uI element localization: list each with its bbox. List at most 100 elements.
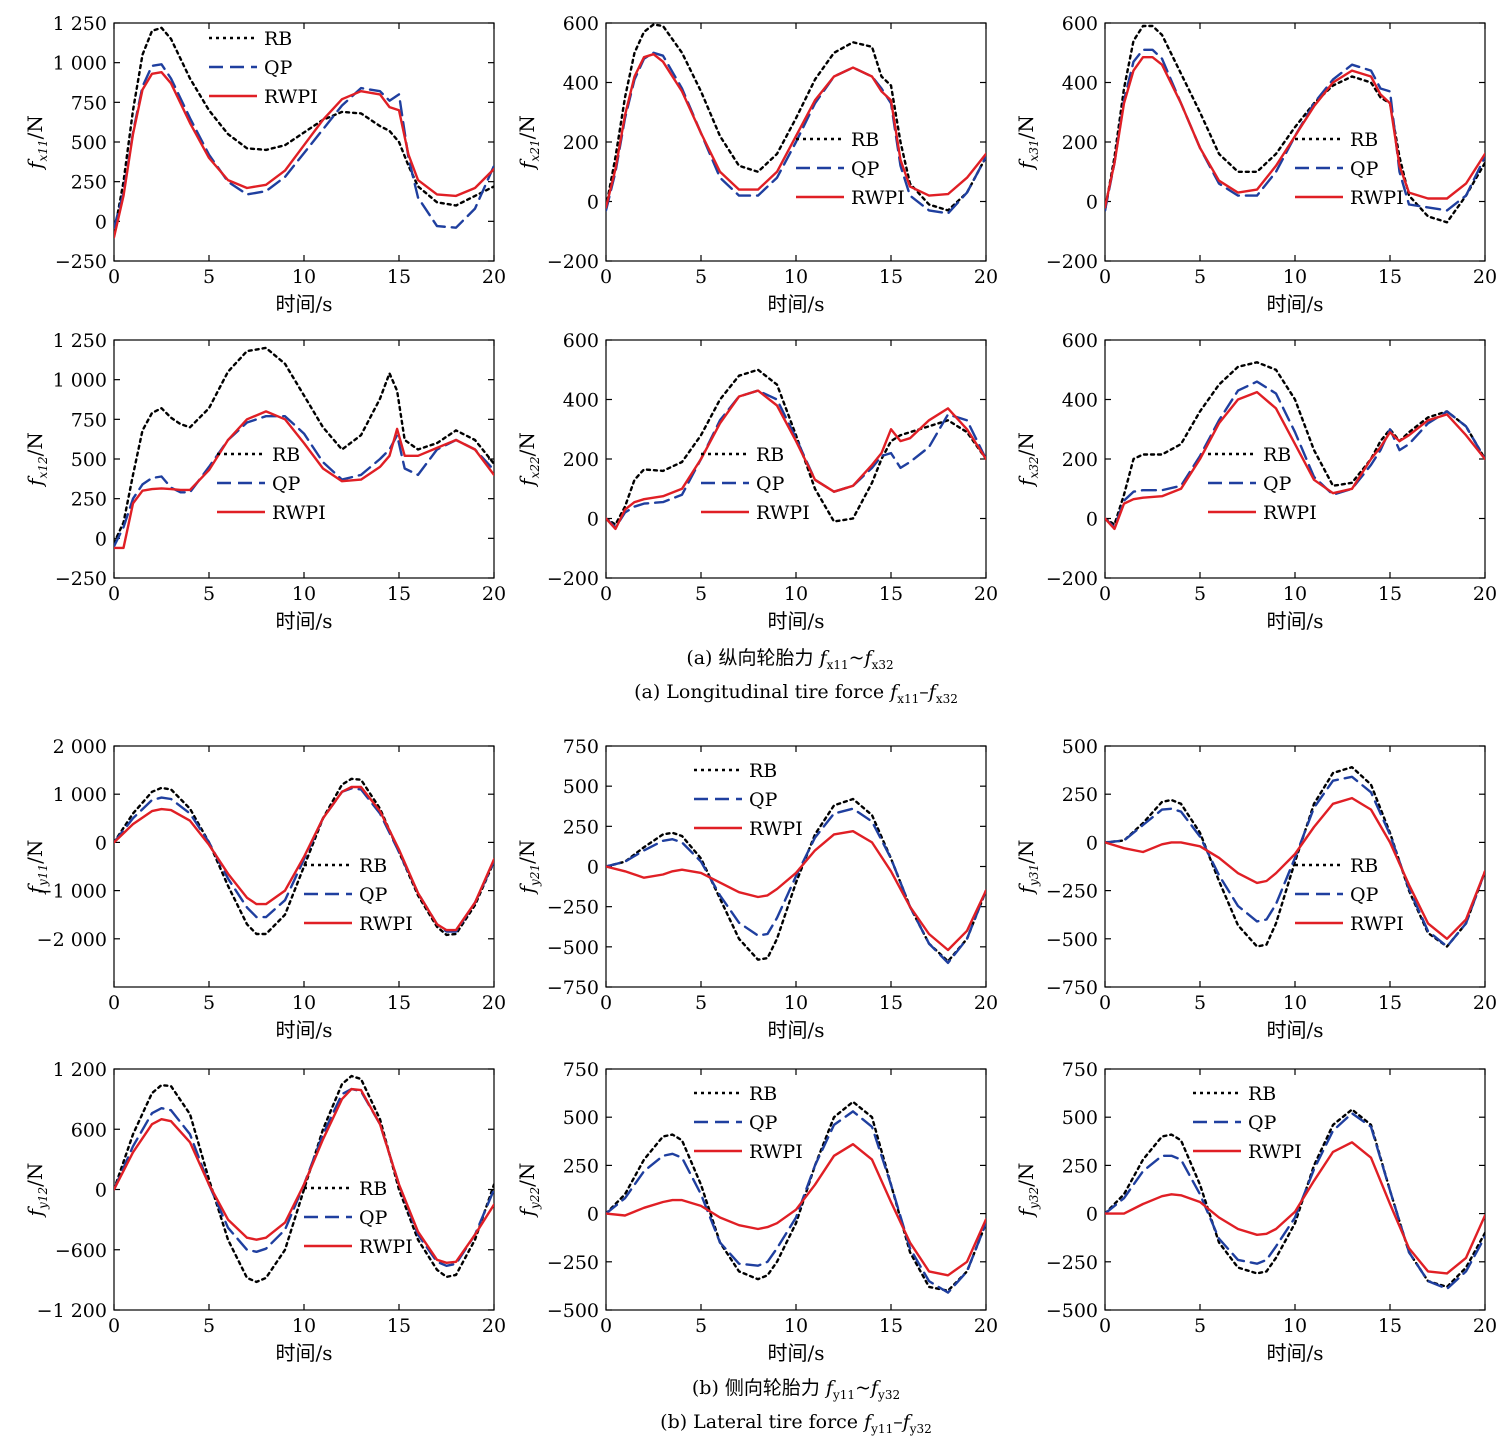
y-tick-label: 750 <box>563 736 599 758</box>
y-axis-label: fx32/N <box>1014 432 1041 488</box>
x-tick-label: 0 <box>1099 583 1111 605</box>
y-tick-label: 500 <box>71 132 107 154</box>
series-line-qp <box>1105 1112 1485 1290</box>
legend-label-rb: RB <box>1350 129 1378 151</box>
legend-label-rwpi: RWPI <box>1263 502 1317 524</box>
x-tick-label: 5 <box>1194 583 1206 605</box>
legend-label-rb: RB <box>851 129 879 151</box>
y-tick-label: −750 <box>1046 977 1098 999</box>
legend-label-rwpi: RWPI <box>359 913 413 935</box>
x-axis-label: 时间/s <box>1266 292 1323 316</box>
y-axis-label: fy11/N <box>23 840 50 896</box>
x-tick-label: 5 <box>203 266 215 288</box>
x-tick-label: 15 <box>879 992 903 1014</box>
x-tick-label: 10 <box>1283 583 1307 605</box>
legend: RB QP RWPI <box>304 855 413 935</box>
series-line-rb <box>1105 361 1485 526</box>
y-tick-label: 200 <box>563 449 599 471</box>
series-line-rb <box>1105 1108 1485 1289</box>
y-tick-label: −200 <box>547 568 599 590</box>
y-tick-label: 2 000 <box>53 736 107 758</box>
legend-label-rwpi: RWPI <box>749 818 803 840</box>
legend: RB QP RWPI <box>209 28 318 108</box>
y-tick-label: 750 <box>71 92 107 114</box>
x-tick-label: 10 <box>292 266 316 288</box>
series-line-rwpi <box>114 785 494 932</box>
y-tick-label: 200 <box>1062 449 1098 471</box>
x-axis-label: 时间/s <box>767 609 824 633</box>
y-axis-label: fy31/N <box>1014 840 1041 896</box>
x-tick-label: 20 <box>974 266 998 288</box>
series-line-rwpi <box>114 410 494 550</box>
plot-frame <box>1104 339 1486 579</box>
series-line-rwpi <box>1105 390 1485 531</box>
series-line-rwpi <box>606 830 986 952</box>
y-tick-label: 1 000 <box>53 370 107 392</box>
y-axis-label: fx12/N <box>23 432 50 488</box>
legend-label-rb: RB <box>1350 855 1378 877</box>
x-tick-label: 10 <box>292 583 316 605</box>
series-line-qp <box>606 807 986 965</box>
series-line-rb <box>114 346 494 545</box>
x-tick-label: 20 <box>482 1315 506 1337</box>
y-tick-label: −500 <box>547 937 599 959</box>
series-line-rb <box>606 1100 986 1292</box>
y-tick-label: 500 <box>1062 1107 1098 1129</box>
plot-frame <box>1104 745 1486 988</box>
x-tick-label: 0 <box>600 1315 612 1337</box>
x-tick-label: 5 <box>203 1315 215 1337</box>
x-tick-label: 20 <box>1473 266 1497 288</box>
series-line-rwpi <box>1105 796 1485 940</box>
y-tick-label: 750 <box>71 409 107 431</box>
y-tick-label: −2 000 <box>37 929 107 951</box>
y-axis-label: fx22/N <box>515 432 542 488</box>
y-tick-label: 500 <box>1062 736 1098 758</box>
plot-frame <box>605 745 987 988</box>
chart-y21: 0 5 10 15 20 −750 −500 −250 0 250 500 750 时间/s fy21/N… <box>515 736 998 1042</box>
y-tick-label: 600 <box>1062 330 1098 352</box>
y-tick-label: 0 <box>1086 1204 1098 1226</box>
x-tick-label: 10 <box>784 583 808 605</box>
series-line-rwpi <box>1105 56 1485 209</box>
y-tick-label: −250 <box>547 1252 599 1274</box>
y-tick-label: 1 200 <box>53 1059 107 1081</box>
x-tick-label: 5 <box>695 266 707 288</box>
plot-frame <box>605 339 987 579</box>
y-tick-label: −500 <box>547 1300 599 1322</box>
legend: RB QP RWPI <box>1295 855 1404 935</box>
caption-a-cn-text: (a) 纵向轮胎力 <box>686 647 813 669</box>
y-axis-label: fy12/N <box>23 1163 50 1219</box>
y-tick-label: 250 <box>1062 1155 1098 1177</box>
y-axis-label: fy21/N <box>515 840 542 896</box>
y-tick-label: 250 <box>71 172 107 194</box>
legend-label-qp: QP <box>756 473 785 495</box>
legend-label-qp: QP <box>272 473 301 495</box>
legend-label-rb: RB <box>359 1178 387 1200</box>
x-tick-label: 10 <box>292 992 316 1014</box>
y-tick-label: −500 <box>1046 1300 1098 1322</box>
y-tick-label: 500 <box>563 776 599 798</box>
y-tick-label: −1 000 <box>37 881 107 903</box>
x-axis-label: 时间/s <box>767 292 824 316</box>
y-tick-label: 0 <box>95 832 107 854</box>
x-tick-label: 15 <box>387 1315 411 1337</box>
x-tick-label: 15 <box>387 583 411 605</box>
series-line-rb <box>606 23 986 212</box>
legend-label-rwpi: RWPI <box>1350 913 1404 935</box>
series-line-rb <box>114 777 494 937</box>
y-tick-label: 400 <box>563 73 599 95</box>
y-tick-label: 600 <box>1062 13 1098 35</box>
y-tick-label: −250 <box>55 251 107 273</box>
y-tick-label: 400 <box>563 390 599 412</box>
legend-label-qp: QP <box>264 57 293 79</box>
series-line-rb <box>606 797 986 963</box>
series-line-qp <box>606 1110 986 1294</box>
x-tick-label: 0 <box>600 583 612 605</box>
x-axis-label: 时间/s <box>767 1341 824 1365</box>
x-tick-label: 0 <box>108 1315 120 1337</box>
x-tick-label: 10 <box>1283 1315 1307 1337</box>
x-tick-label: 20 <box>974 1315 998 1337</box>
